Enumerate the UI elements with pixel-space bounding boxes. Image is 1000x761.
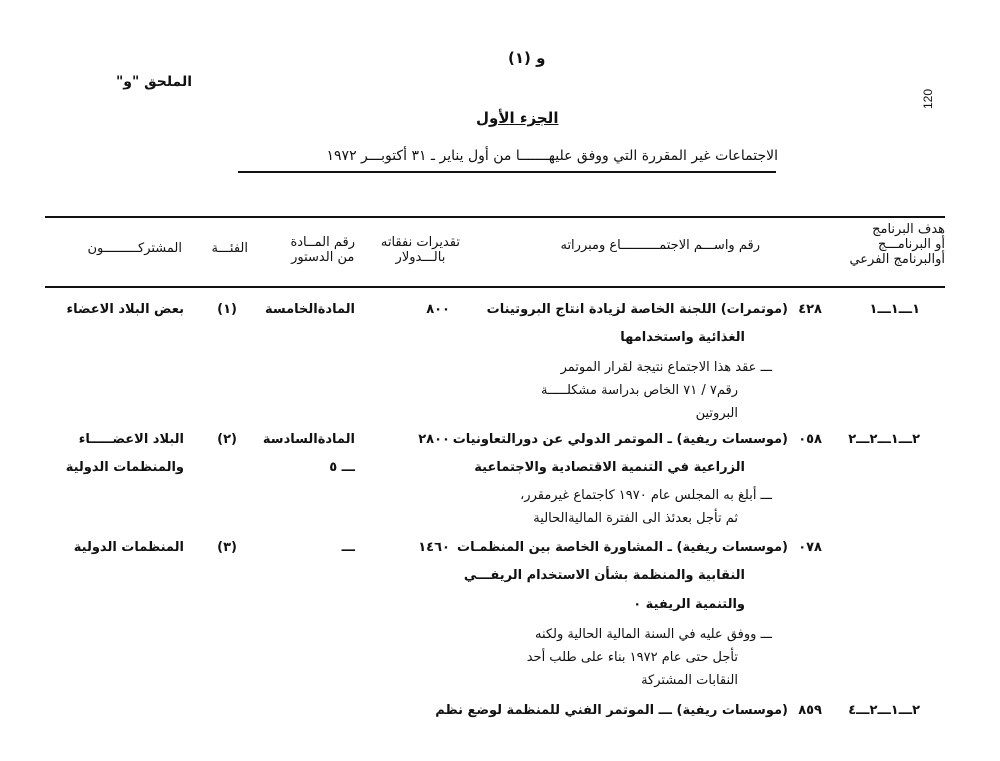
article-number: المادةالسادسة — [262, 432, 355, 447]
subtitle: الاجتماعات غير المقررة التي ووفق عليهـــ… — [326, 148, 778, 164]
meeting-line: (موسسات ريفية) ـ الموتمر الدولي عن دورال… — [452, 432, 788, 447]
meeting-line: النقابية والمنظمة بشأن الاستخدام الريفــ… — [463, 568, 745, 583]
article-number: المادةالخامسة — [264, 302, 355, 317]
table-top-rule — [45, 216, 945, 218]
estimate-value: ٨٠٠ — [426, 302, 450, 317]
meeting-note: تأجل حتى عام ١٩٧٢ بناء على طلب أحد — [526, 650, 738, 665]
subtitle-underline — [238, 171, 776, 173]
header-participants: المشتركـــــــــون — [87, 241, 182, 256]
participants-value: البلاد الاعضـــــاء — [78, 432, 184, 447]
meeting-line: والتنمية الريفية ٠ — [633, 597, 745, 612]
meeting-line: الغذائية واستخدامها — [620, 330, 745, 345]
header-article: رقم المــادة من الدستور — [290, 235, 355, 265]
meeting-line: الزراعية في التنمية الاقتصادية والاجتماع… — [474, 460, 745, 475]
program-code: ٢ـــ١ـــ٢ـــ٢ — [848, 432, 920, 447]
program-code: ٢ـــ١ـــ٢ـــ٤ — [848, 703, 920, 718]
meeting-number: ٤٢٨ — [798, 302, 822, 317]
participants-value: والمنظمات الدولية — [65, 460, 184, 475]
meeting-note: رقم٧ / ٧١ الخاص بدراسة مشكلـــــة — [540, 383, 738, 398]
category-value: (١) — [217, 302, 237, 317]
meeting-note: ـــ ووفق عليه في السنة المالية الحالية و… — [534, 627, 772, 642]
meeting-line: (موتمرات) اللجنة الخاصة لزيادة انتاج الب… — [486, 302, 788, 317]
annex-label: الملحق "و" — [115, 74, 192, 90]
program-code: ١ـــ١ـــ١ — [869, 302, 921, 317]
meeting-note: ـــ عقد هذا الاجتماع نتيجة لقرار الموتمر — [560, 360, 772, 375]
article-number: ـــ ٥ — [329, 460, 355, 475]
article-number: ـــ — [341, 540, 355, 555]
header-category: الفئـــة — [211, 241, 248, 256]
meeting-number: ٨٥٩ — [798, 703, 822, 718]
header-estimate: تقديرات نفقاته بالـــدولار — [380, 235, 460, 265]
table-header-rule — [45, 286, 945, 288]
participants-value: بعض البلاد الاعضاء — [66, 302, 184, 317]
header-meeting: رقم واســـم الاجتمــــــــــاع ومبرراته — [560, 238, 760, 253]
category-value: (٢) — [217, 432, 237, 447]
estimate-value: ١٤٦٠ — [418, 540, 450, 555]
estimate-value: ٢٨٠٠ — [418, 432, 450, 447]
meeting-number: ٠٥٨ — [798, 432, 822, 447]
meeting-note: ثم تأجل بعدئذ الى الفترة الماليةالحالية — [533, 511, 738, 526]
meeting-line: (موسسات ريفية) ـ المشاورة الخاصة بين الم… — [457, 540, 788, 555]
page-number: 120 — [921, 88, 936, 110]
participants-value: المنظمات الدولية — [73, 540, 184, 555]
meeting-number: ٠٧٨ — [798, 540, 822, 555]
meeting-note: ـــ أبلغ به المجلس عام ١٩٧٠ كاجتماع غيرم… — [520, 488, 772, 503]
meeting-note: النقابات المشتركة — [641, 673, 738, 688]
page-label: و (١) — [508, 49, 546, 67]
meeting-note: البروتين — [695, 406, 738, 421]
header-program: هدف البرنامج أو البرنامـــج أوالبرنامج الف… — [849, 222, 945, 267]
part-title: الجزء الأول — [476, 109, 559, 127]
category-value: (٣) — [217, 540, 237, 555]
meeting-line: (موسسات ريفية) ـــ الموتمر الفني للمنظمة… — [435, 703, 788, 718]
